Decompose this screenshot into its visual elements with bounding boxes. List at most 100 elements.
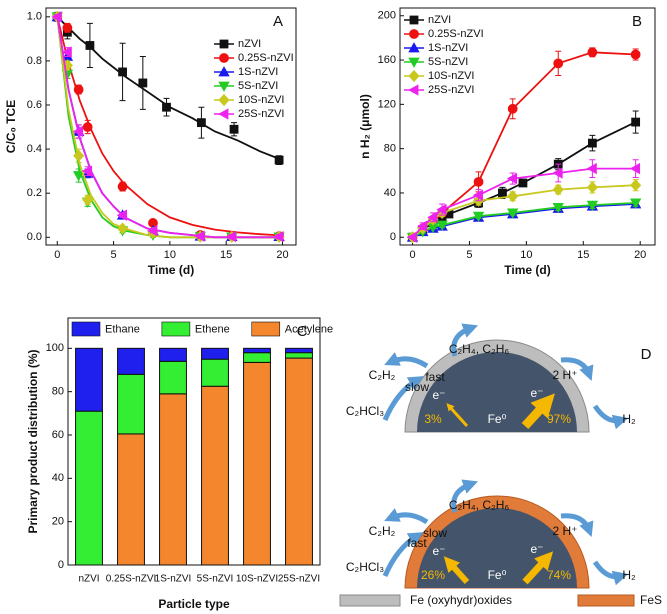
marker	[147, 224, 158, 237]
legend-label: Ethane	[105, 323, 140, 335]
diagram-text: C₂HCl₃	[346, 560, 384, 574]
bar-segment	[243, 361, 271, 566]
diagram-text: 97%	[547, 412, 571, 426]
y-tick-label: 0.2	[27, 187, 42, 199]
particle-top: C₂H₄, C₂H₆ C₂H₂ fast C₂HCl₃ slow 2 H⁺ H₂ e⁻ 3% Fe…	[346, 323, 636, 433]
marker	[72, 125, 84, 138]
x-tick-label: 0.25S-nZVI	[106, 574, 157, 585]
electron-arrow	[446, 403, 469, 428]
legend-label: 10S-nZVI	[238, 94, 284, 106]
legend-label: nZVI	[428, 14, 451, 26]
y-axis-title: Primary product distribution (%)	[26, 349, 40, 533]
marker	[552, 183, 564, 196]
x-tick-label: 5	[466, 249, 472, 261]
marker	[506, 172, 518, 185]
marker	[507, 190, 519, 203]
marker	[118, 67, 127, 77]
marker	[586, 181, 598, 194]
legend-swatch	[71, 321, 101, 337]
y-tick-label: 120	[378, 98, 396, 110]
x-tick-label: 5	[111, 249, 117, 261]
legend-label: 1S-nZVI	[238, 66, 278, 78]
legend-marker	[218, 108, 229, 120]
x-axis-title: Particle type	[158, 597, 230, 611]
x-tick-label: 10	[164, 249, 176, 261]
diagram-text: e⁻	[432, 388, 445, 402]
marker	[406, 231, 417, 243]
diagram-text: C₂HCl₃	[346, 404, 384, 418]
marker	[473, 176, 484, 187]
marker	[416, 220, 428, 232]
diagram-text: e⁻	[530, 542, 543, 556]
y-tick-label: 160	[378, 54, 396, 66]
legend-label: Acetylene	[285, 323, 333, 335]
marker	[553, 58, 564, 69]
x-tick-label: 5S-nZVI	[197, 574, 234, 585]
marker	[117, 181, 128, 192]
marker	[498, 188, 507, 198]
bar-segment	[117, 373, 145, 435]
diagram-text: C₂H₂	[369, 524, 396, 538]
bar-segment	[159, 393, 187, 566]
y-tick-label: 60	[52, 429, 64, 441]
marker	[436, 203, 447, 216]
bar-segment	[285, 357, 313, 566]
y-axis-title: C/C₀ TCE	[4, 100, 18, 153]
legend-label: FeS	[640, 593, 662, 607]
y-tick-label: 200	[378, 10, 396, 22]
legend-marker	[408, 84, 419, 96]
y-tick-label: 100	[46, 342, 64, 354]
legend-label: 0.25S-nZVI	[238, 52, 294, 64]
legend-marker	[408, 42, 420, 53]
panel-label: B	[632, 13, 642, 30]
marker	[162, 102, 171, 112]
y-tick-label: 0.8	[27, 55, 42, 67]
marker	[629, 162, 641, 175]
legend-marker	[219, 53, 229, 63]
legend-label: 25S-nZVI	[238, 108, 284, 120]
diagram-text: Fe⁰	[488, 412, 507, 426]
flow-arrow	[560, 513, 594, 538]
bar-segment	[201, 358, 229, 387]
marker	[73, 149, 85, 162]
x-tick-label: 10	[520, 249, 532, 261]
marker	[116, 209, 127, 221]
flow-arrow	[382, 532, 424, 577]
legend-marker	[408, 69, 420, 83]
diagram-text: fast	[407, 536, 427, 550]
y-tick-label: 80	[384, 143, 396, 155]
legend-label: 10S-nZVI	[428, 70, 474, 82]
legend-marker	[218, 93, 230, 107]
marker	[587, 138, 597, 148]
legend-marker	[409, 29, 419, 39]
bar-segment	[117, 433, 145, 566]
x-tick-label: 0	[409, 249, 415, 261]
y-tick-label: 0	[390, 231, 396, 243]
y-tick-label: 1.0	[27, 11, 42, 23]
y-tick-label: 80	[52, 386, 64, 398]
diagram-text: H₂	[622, 412, 636, 426]
diagram-text: 26%	[421, 568, 445, 582]
diagram-text: slow	[405, 380, 429, 394]
legend-marker	[408, 57, 420, 68]
bar-segment	[159, 347, 187, 362]
marker	[518, 178, 528, 188]
diagram-text: 2 H⁺	[552, 368, 577, 382]
y-tick-label: 20	[52, 516, 64, 528]
marker	[507, 103, 518, 114]
marker	[82, 193, 94, 206]
y-tick-label: 40	[384, 187, 396, 199]
marker	[197, 118, 206, 128]
flow-arrow	[384, 352, 429, 369]
legend-swatch	[251, 321, 281, 337]
y-tick-label: 40	[52, 472, 64, 484]
marker	[629, 198, 642, 209]
x-tick-label: 20	[276, 249, 288, 261]
panel-label: D	[641, 346, 652, 363]
x-tick-label: 15	[220, 249, 232, 261]
marker	[51, 11, 62, 23]
marker	[630, 179, 642, 192]
plot-frame	[67, 317, 321, 566]
electron-arrow	[443, 556, 470, 585]
